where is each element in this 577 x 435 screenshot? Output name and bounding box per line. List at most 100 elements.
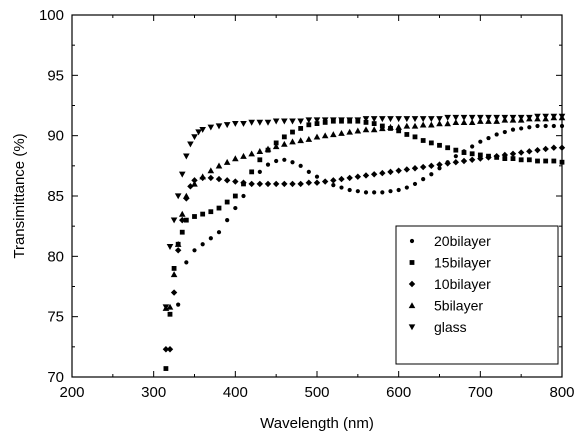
- data-point-glass: [403, 116, 411, 123]
- legend-marker-glass: [408, 324, 416, 331]
- data-point-15bilayer: [477, 152, 483, 158]
- data-point-15bilayer: [200, 211, 206, 217]
- data-point-glass: [305, 117, 313, 124]
- data-point-20bilayer: [363, 190, 369, 195]
- y-axis-ticks: 70 75 80 85 90 95 100: [39, 7, 562, 386]
- data-point-10bilayer: [272, 180, 280, 188]
- data-point-glass: [183, 153, 190, 160]
- data-point-10bilayer: [289, 180, 296, 188]
- data-point-10bilayer: [379, 169, 386, 177]
- data-point-glass: [550, 113, 558, 120]
- data-point-20bilayer: [372, 190, 377, 195]
- data-point-15bilayer: [502, 156, 508, 161]
- data-point-glass: [387, 116, 394, 123]
- data-point-5bilayer: [240, 152, 247, 159]
- data-point-20bilayer: [184, 260, 189, 265]
- data-point-glass: [313, 117, 321, 124]
- data-point-20bilayer: [404, 185, 409, 190]
- data-point-glass: [321, 117, 329, 124]
- data-point-20bilayer: [559, 123, 565, 129]
- legend-label-10bilayer: 10bilayer: [434, 276, 491, 292]
- data-point-glass: [419, 116, 427, 123]
- legend-label-glass: glass: [434, 319, 467, 335]
- data-point-glass: [215, 123, 223, 130]
- data-point-20bilayer: [551, 123, 556, 129]
- data-point-20bilayer: [282, 157, 287, 162]
- data-point-glass: [558, 113, 566, 120]
- data-point-10bilayer: [517, 149, 525, 156]
- y-tick-label: 85: [47, 188, 64, 205]
- data-point-10bilayer: [558, 144, 566, 151]
- data-point-20bilayer: [486, 135, 491, 141]
- data-point-5bilayer: [191, 180, 198, 187]
- data-point-glass: [542, 113, 549, 120]
- data-point-10bilayer: [485, 154, 492, 161]
- data-point-15bilayer: [404, 132, 410, 137]
- data-point-5bilayer: [428, 121, 435, 128]
- legend-label-20bilayer: 20bilayer: [434, 233, 491, 249]
- data-point-5bilayer: [256, 148, 264, 154]
- data-point-20bilayer: [306, 169, 311, 174]
- data-point-15bilayer: [535, 158, 540, 164]
- data-point-10bilayer: [436, 161, 443, 168]
- data-point-15bilayer: [412, 134, 418, 140]
- legend: 20bilayer 15bilayer 10bilayer 5bilayer glass: [395, 225, 559, 365]
- data-point-15bilayer: [249, 169, 255, 175]
- data-point-5bilayer: [297, 137, 304, 144]
- data-point-10bilayer: [264, 180, 272, 188]
- data-point-20bilayer: [257, 169, 262, 174]
- y-axis-title: Transimittance (%): [11, 133, 28, 258]
- data-point-glass: [477, 114, 484, 121]
- data-point-5bilayer: [395, 123, 402, 130]
- data-point-20bilayer: [290, 160, 295, 165]
- data-point-10bilayer: [468, 156, 476, 163]
- data-point-20bilayer: [510, 127, 516, 132]
- data-point-10bilayer: [550, 144, 558, 151]
- data-point-glass: [195, 129, 202, 136]
- data-point-15bilayer: [290, 129, 295, 135]
- data-point-glass: [436, 116, 443, 123]
- y-tick-label: 70: [47, 369, 64, 386]
- data-point-10bilayer: [162, 346, 170, 353]
- data-point-glass: [370, 116, 378, 123]
- data-point-10bilayer: [170, 289, 178, 296]
- data-point-glass: [166, 244, 174, 250]
- data-point-5bilayer: [166, 303, 174, 310]
- data-point-10bilayer: [207, 174, 215, 182]
- data-point-20bilayer: [527, 125, 532, 130]
- data-point-10bilayer: [534, 146, 541, 154]
- data-point-10bilayer: [526, 148, 533, 155]
- data-point-20bilayer: [412, 181, 418, 187]
- data-point-15bilayer: [445, 145, 451, 151]
- data-point-5bilayer: [330, 131, 337, 138]
- data-point-5bilayer: [468, 119, 476, 126]
- data-point-10bilayer: [297, 180, 304, 188]
- data-point-20bilayer: [543, 123, 548, 129]
- data-point-15bilayer: [510, 156, 516, 161]
- legend-marker-15bilayer: [409, 260, 415, 265]
- x-tick-label: 600: [386, 384, 411, 401]
- data-point-5bilayer: [207, 167, 215, 174]
- x-tick-label: 400: [223, 384, 248, 401]
- y-tick-label: 90: [47, 128, 64, 145]
- data-point-15bilayer: [428, 140, 434, 146]
- data-point-15bilayer: [167, 311, 173, 317]
- data-point-glass: [170, 217, 178, 224]
- data-point-15bilayer: [281, 134, 287, 140]
- data-point-15bilayer: [306, 122, 312, 128]
- data-point-20bilayer: [347, 187, 352, 193]
- data-point-20bilayer: [216, 230, 222, 235]
- data-point-5bilayer: [419, 121, 427, 128]
- data-point-15bilayer: [461, 150, 467, 155]
- y-tick-label: 80: [47, 248, 64, 265]
- data-point-10bilayer: [428, 162, 435, 170]
- data-point-15bilayer: [551, 158, 557, 164]
- data-point-15bilayer: [559, 159, 565, 165]
- data-point-10bilayer: [411, 165, 419, 172]
- data-point-glass: [207, 124, 215, 131]
- data-point-glass: [354, 117, 362, 124]
- x-tick-label: 300: [141, 384, 166, 401]
- data-point-glass: [162, 304, 170, 311]
- data-series: [162, 113, 566, 371]
